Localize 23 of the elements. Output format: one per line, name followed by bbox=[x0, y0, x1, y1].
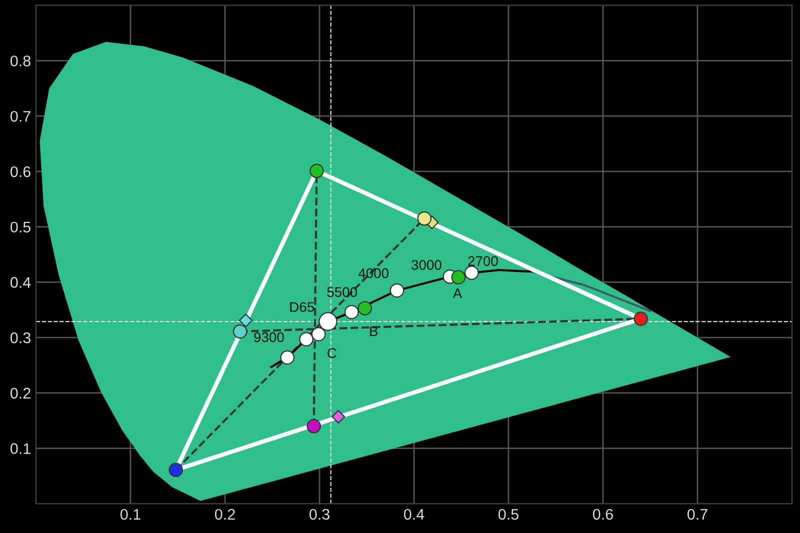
annotation: 9300 bbox=[254, 332, 284, 342]
annotation: C bbox=[328, 348, 336, 358]
annotation: 3000 bbox=[412, 260, 442, 270]
x-tick-label: 0.5 bbox=[498, 508, 518, 520]
annotation: A bbox=[452, 288, 462, 298]
y-tick-label: 0.7 bbox=[10, 110, 30, 122]
x-tick-label: 0.4 bbox=[404, 508, 424, 520]
annotation: 4000 bbox=[358, 268, 388, 278]
y-tick-label: 0.8 bbox=[10, 56, 30, 66]
x-tick-label: 0.2 bbox=[214, 508, 235, 520]
y-tick-label: 0.2 bbox=[10, 388, 30, 399]
annotation: B bbox=[370, 326, 378, 336]
y-tick-label: 0.3 bbox=[10, 332, 30, 344]
x-tick-label: 0.1 bbox=[120, 508, 140, 520]
y-tick-label: 0.4 bbox=[10, 277, 31, 288]
x-tick-label: 0.3 bbox=[309, 508, 330, 520]
y-tick-label: 0.1 bbox=[10, 443, 30, 454]
y-tick-label: 0.6 bbox=[10, 166, 30, 178]
annotation: D65 bbox=[290, 302, 314, 312]
x-tick-label: 0.6 bbox=[592, 508, 613, 520]
y-tick-label: 0.5 bbox=[10, 222, 30, 233]
annotation: 2700 bbox=[468, 256, 498, 266]
x-tick-label: 0.7 bbox=[687, 508, 708, 520]
